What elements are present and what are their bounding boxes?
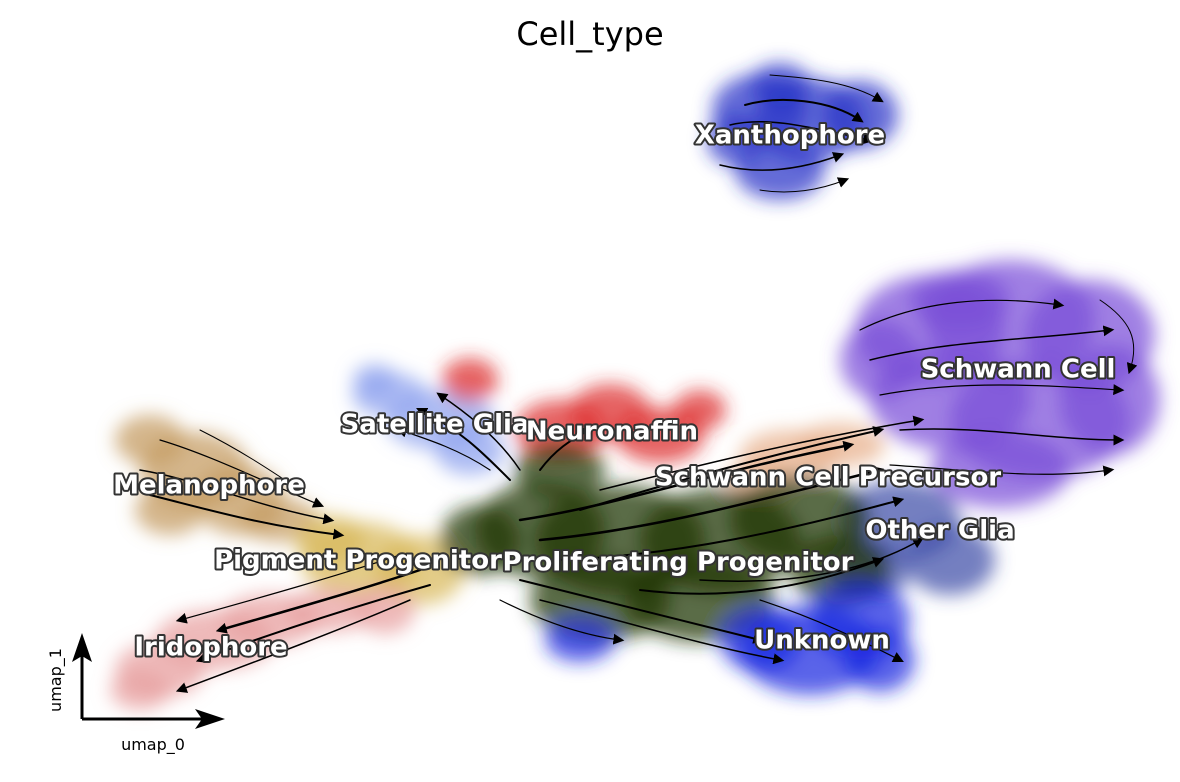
velocity-streamline bbox=[899, 428, 1125, 446]
velocity-streamline bbox=[869, 325, 1115, 361]
velocity-streamline bbox=[729, 120, 875, 145]
y-axis-label: umap_1 bbox=[46, 648, 66, 712]
cluster-cells bbox=[110, 63, 1160, 710]
velocity-streamline bbox=[879, 384, 1125, 396]
velocity-streamline bbox=[175, 554, 401, 624]
cluster-label-iridophore: Iridophore bbox=[134, 633, 287, 663]
velocity-streamline bbox=[699, 537, 924, 582]
cluster-region-schwann-cell bbox=[930, 432, 1070, 508]
cluster-region-xanthophore bbox=[750, 63, 810, 107]
velocity-streamline bbox=[175, 599, 411, 693]
cluster-region-iridophore bbox=[285, 588, 375, 632]
velocity-streamline bbox=[499, 599, 625, 645]
velocity-streamline bbox=[759, 177, 850, 193]
velocity-streamline bbox=[759, 599, 904, 662]
velocity-streamline bbox=[139, 469, 335, 525]
cluster-region-satellite-glia bbox=[353, 364, 397, 396]
x-axis-arrowhead bbox=[195, 709, 225, 729]
velocity-streamline bbox=[538, 466, 885, 542]
x-axis-label: umap_0 bbox=[121, 735, 185, 755]
cluster-region-satellite-glia bbox=[435, 425, 505, 475]
cluster-region-pigment-progenitor bbox=[295, 515, 365, 565]
cluster-region-unknown bbox=[545, 618, 615, 662]
chart-title: Cell_type bbox=[516, 15, 663, 53]
cluster-region-iridophore bbox=[110, 670, 170, 710]
velocity-streamline bbox=[436, 392, 521, 471]
cluster-region-proliferating-progenitor bbox=[515, 442, 605, 498]
cluster-label-pigment-progenitor: Pigment Progenitor bbox=[214, 546, 502, 576]
cluster-label-neuronaffin: Neuronaffin bbox=[526, 417, 698, 447]
velocity-streamline bbox=[539, 599, 785, 665]
axes-indicator: umap_0 umap_1 bbox=[46, 633, 225, 755]
velocity-streamline bbox=[539, 428, 594, 471]
cluster-region-neuronaffin bbox=[674, 390, 726, 430]
cluster-region-schwann-cell bbox=[910, 270, 1010, 330]
velocity-streamline bbox=[215, 568, 422, 634]
cluster-region-proliferating-progenitor bbox=[440, 505, 520, 575]
velocity-streamline bbox=[518, 440, 855, 522]
cluster-label-melanophore: Melanophore bbox=[113, 471, 305, 501]
velocity-streamline bbox=[195, 584, 431, 663]
velocity-streamline bbox=[639, 557, 885, 595]
cluster-label-schwann-cell-precursor: Schwann Cell Precursor bbox=[655, 463, 1001, 493]
cluster-label-proliferating-progenitor: Proliferating Progenitor bbox=[503, 548, 854, 578]
velocity-streamlines bbox=[139, 74, 1138, 693]
velocity-streamline bbox=[744, 99, 864, 123]
cluster-label-xanthophore: Xanthophore bbox=[695, 121, 885, 151]
velocity-streamline bbox=[769, 74, 884, 103]
velocity-streamline bbox=[579, 426, 885, 511]
cluster-label-schwann-cell: Schwann Cell bbox=[921, 355, 1116, 385]
velocity-streamline bbox=[416, 408, 511, 481]
velocity-streamline bbox=[159, 439, 325, 508]
velocity-streamline bbox=[559, 496, 905, 561]
cluster-region-schwann-cell-precursor bbox=[795, 423, 885, 467]
cluster-region-melanophore bbox=[135, 485, 205, 535]
velocity-streamline bbox=[149, 494, 345, 540]
cluster-label-unknown: Unknown bbox=[754, 626, 890, 656]
velocity-streamline bbox=[519, 579, 765, 644]
velocity-streamline bbox=[719, 152, 845, 171]
cluster-label-satellite-glia: Satellite Glia bbox=[341, 410, 530, 440]
y-axis-arrowhead bbox=[72, 633, 92, 662]
cluster-region-other-glia bbox=[905, 525, 995, 595]
cluster-region-neuronaffin bbox=[442, 358, 498, 402]
cluster-labels: Xanthophore Schwann Cell Satellite GliaNeu… bbox=[111, 119, 1117, 665]
velocity-streamline bbox=[199, 429, 304, 493]
velocity-streamline bbox=[889, 464, 1115, 477]
cluster-region-schwann-cell bbox=[840, 320, 920, 400]
cluster-region-xanthophore bbox=[707, 114, 763, 166]
velocity-streamline bbox=[859, 298, 1065, 331]
velocity-streamline bbox=[395, 426, 491, 471]
velocity-streamline bbox=[599, 415, 925, 491]
cluster-region-unknown bbox=[845, 628, 915, 692]
velocity-streamline bbox=[1099, 299, 1138, 375]
cluster-label-other-glia: Other Glia bbox=[865, 516, 1014, 546]
